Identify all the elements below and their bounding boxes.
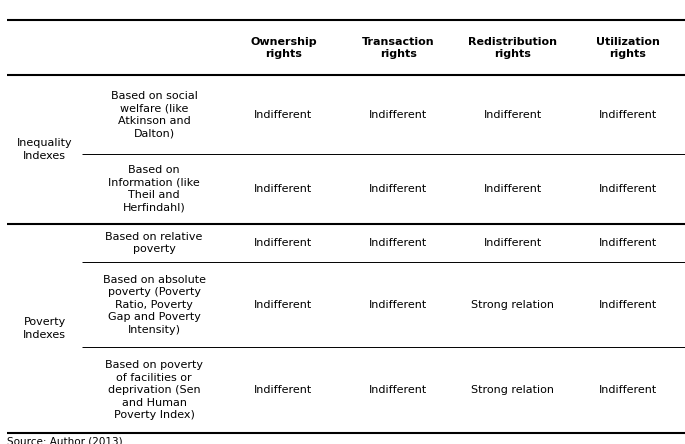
Text: Based on poverty
of facilities or
deprivation (Sen
and Human
Poverty Index): Based on poverty of facilities or depriv… (105, 361, 203, 420)
Text: Strong relation: Strong relation (471, 300, 554, 310)
Text: Indifferent: Indifferent (369, 184, 427, 194)
Text: Ownership
rights: Ownership rights (250, 36, 316, 59)
Text: Indifferent: Indifferent (369, 385, 427, 395)
Text: Indifferent: Indifferent (369, 238, 427, 248)
Text: Redistribution
rights: Redistribution rights (469, 36, 558, 59)
Text: Source: Author (2013): Source: Author (2013) (7, 436, 123, 444)
Text: Indifferent: Indifferent (599, 238, 657, 248)
Text: Poverty
Indexes: Poverty Indexes (23, 317, 66, 340)
Text: Inequality
Indexes: Inequality Indexes (16, 139, 73, 161)
Text: Indifferent: Indifferent (599, 184, 657, 194)
Text: Based on relative
poverty: Based on relative poverty (105, 232, 203, 254)
Text: Indifferent: Indifferent (254, 300, 312, 310)
Text: Indifferent: Indifferent (599, 110, 657, 120)
Text: Indifferent: Indifferent (599, 385, 657, 395)
Text: Strong relation: Strong relation (471, 385, 554, 395)
Text: Indifferent: Indifferent (369, 110, 427, 120)
Text: Indifferent: Indifferent (254, 110, 312, 120)
Text: Based on social
welfare (like
Atkinson and
Dalton): Based on social welfare (like Atkinson a… (111, 91, 197, 139)
Text: Indifferent: Indifferent (254, 184, 312, 194)
Text: Transaction
rights: Transaction rights (362, 36, 434, 59)
Text: Utilization
rights: Utilization rights (596, 36, 660, 59)
Text: Indifferent: Indifferent (484, 110, 542, 120)
Text: Indifferent: Indifferent (484, 184, 542, 194)
Text: Indifferent: Indifferent (254, 385, 312, 395)
Text: Indifferent: Indifferent (484, 238, 542, 248)
Text: Indifferent: Indifferent (599, 300, 657, 310)
Text: Based on absolute
poverty (Poverty
Ratio, Poverty
Gap and Poverty
Intensity): Based on absolute poverty (Poverty Ratio… (103, 275, 206, 335)
Text: Based on
Information (like
Theil and
Herfindahl): Based on Information (like Theil and Her… (108, 166, 200, 213)
Text: Indifferent: Indifferent (369, 300, 427, 310)
Text: Indifferent: Indifferent (254, 238, 312, 248)
